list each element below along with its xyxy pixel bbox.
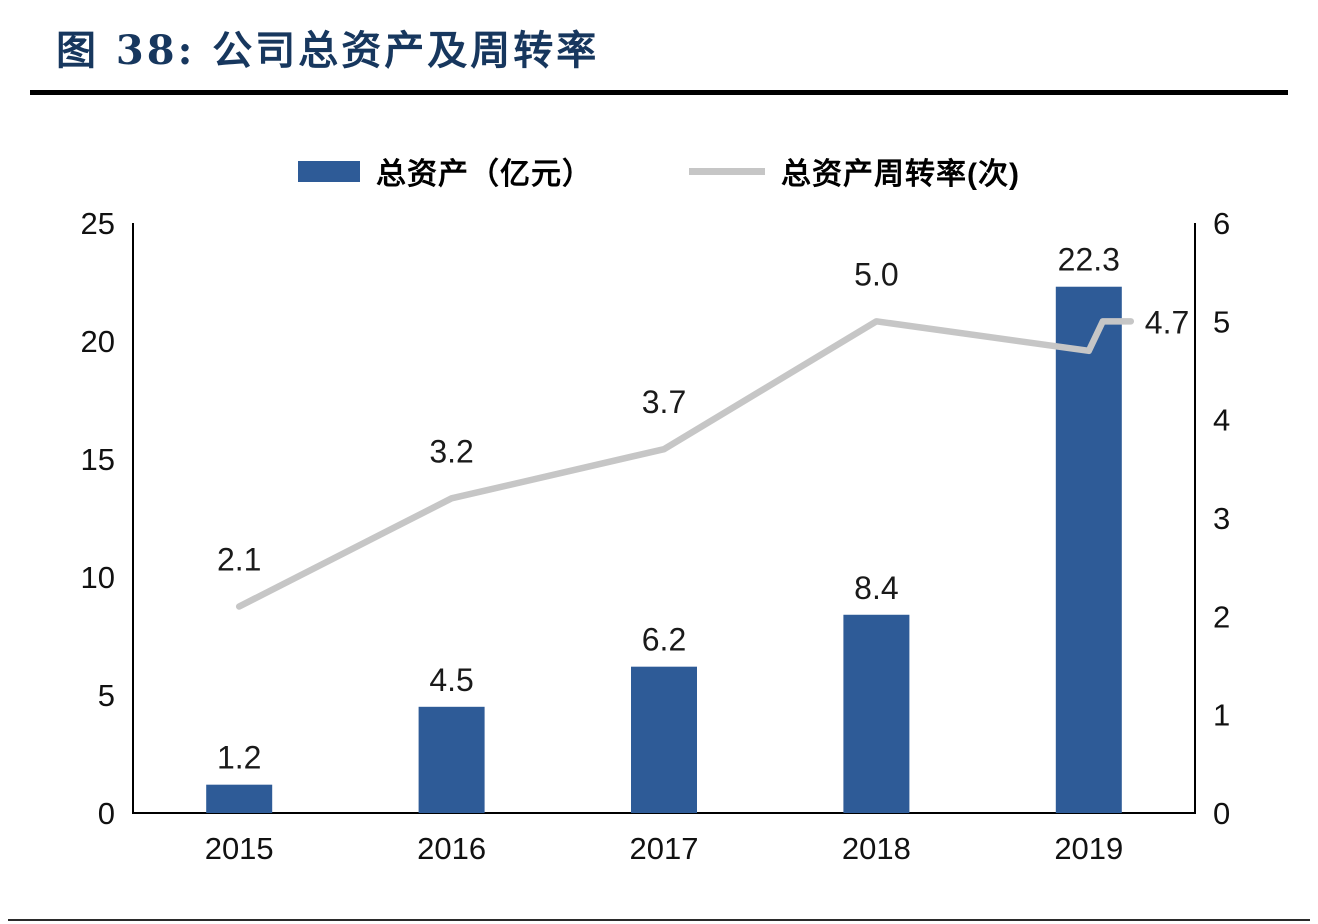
title-rule — [30, 90, 1288, 95]
figure-header: 图 38: 公司总资产及周转率 — [0, 0, 1318, 95]
bottom-rule — [8, 919, 1310, 921]
line-value-label: 3.7 — [642, 384, 686, 420]
x-tick-label: 2017 — [630, 831, 699, 866]
x-tick-label: 2019 — [1054, 831, 1123, 866]
bar-value-label: 4.5 — [429, 662, 473, 698]
line-value-label: 2.1 — [217, 542, 261, 578]
right-tick-label: 0 — [1213, 796, 1230, 831]
left-tick-label: 25 — [81, 206, 115, 241]
line-value-label: 4.7 — [1145, 304, 1189, 340]
bar-value-label: 1.2 — [217, 740, 261, 776]
bar-value-label: 8.4 — [854, 570, 898, 606]
left-tick-label: 0 — [98, 796, 115, 831]
right-tick-label: 4 — [1213, 403, 1230, 438]
chart-svg: 0 5 10 15 20 25 0 1 2 3 4 5 6 2015 2016 2017 2018 2019 1.2… — [81, 206, 1231, 866]
turnover-line — [235, 318, 1135, 610]
figure-title: 图 38: 公司总资产及周转率 — [56, 27, 600, 74]
bar-2018 — [843, 614, 910, 813]
right-tick-label: 2 — [1213, 599, 1230, 634]
line-value-label: 3.2 — [429, 433, 473, 469]
chart-legend: 总资产（亿元） 总资产周转率(次) — [0, 149, 1318, 193]
bar-2015 — [206, 784, 273, 813]
x-tick-label: 2016 — [417, 831, 486, 866]
right-tick-label: 6 — [1213, 206, 1230, 241]
line-value-label: 5.0 — [854, 256, 898, 292]
left-tick-label: 5 — [98, 678, 115, 713]
bar-2016 — [418, 706, 485, 813]
right-tick-label: 3 — [1213, 501, 1230, 536]
right-tick-label: 5 — [1213, 304, 1230, 339]
legend-label-total-assets: 总资产（亿元） — [376, 158, 593, 191]
legend-label-turnover: 总资产周转率(次) — [781, 158, 1020, 191]
left-tick-label: 10 — [81, 560, 115, 595]
left-tick-label: 20 — [81, 324, 115, 359]
bar-value-label: 22.3 — [1058, 242, 1120, 278]
bar-2017 — [631, 666, 697, 813]
bar-value-label: 6.2 — [642, 622, 686, 658]
left-tick-label: 15 — [81, 442, 115, 477]
legend-swatch-line — [689, 167, 765, 175]
bar-2019 — [1055, 286, 1122, 814]
right-tick-label: 1 — [1213, 698, 1230, 733]
legend-item-total-assets: 总资产（亿元） — [298, 149, 593, 193]
legend-item-turnover: 总资产周转率(次) — [689, 149, 1020, 193]
legend-swatch-bar — [298, 160, 360, 182]
x-tick-label: 2015 — [205, 831, 274, 866]
x-tick-label: 2018 — [842, 831, 911, 866]
